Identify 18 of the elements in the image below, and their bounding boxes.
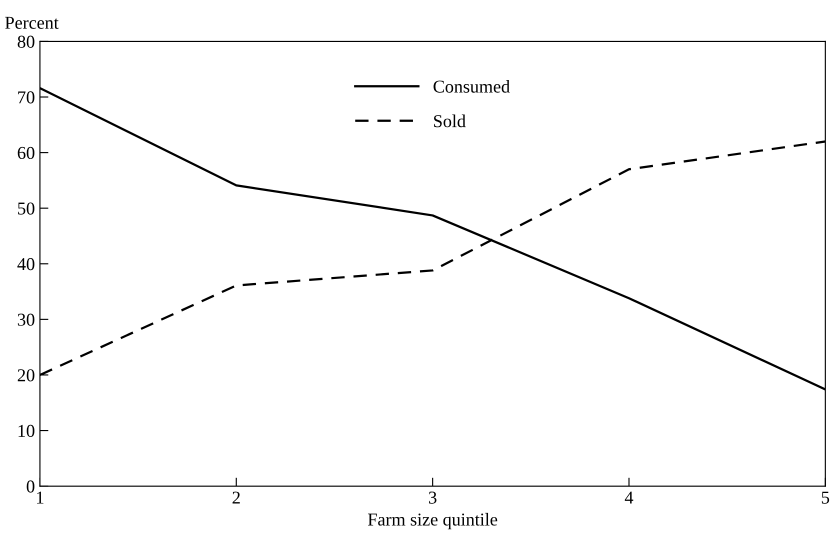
y-tick-label: 30 bbox=[18, 314, 34, 326]
y-tick-label: 50 bbox=[18, 202, 34, 215]
x-tick-label: 2 bbox=[232, 492, 240, 504]
y-tick-label: 20 bbox=[18, 369, 34, 382]
y-tick-label: 10 bbox=[18, 424, 34, 437]
x-tick-label: 4 bbox=[624, 492, 634, 504]
y-tick-label: 0 bbox=[26, 480, 34, 493]
y-tick-label: 60 bbox=[18, 146, 34, 160]
y-axis-title: Percent bbox=[5, 16, 59, 29]
x-tick-label: 5 bbox=[822, 492, 830, 504]
legend-label: Consumed bbox=[434, 80, 510, 93]
x-tick-label: 1 bbox=[37, 492, 44, 504]
x-tick-label: 3 bbox=[428, 492, 436, 504]
y-tick-label: 40 bbox=[17, 258, 34, 270]
x-axis-title: Farm size quintile bbox=[368, 512, 498, 530]
legend-label: Sold bbox=[434, 114, 466, 128]
y-tick-label: 70 bbox=[18, 91, 34, 104]
y-tick-label: 80 bbox=[18, 36, 34, 48]
